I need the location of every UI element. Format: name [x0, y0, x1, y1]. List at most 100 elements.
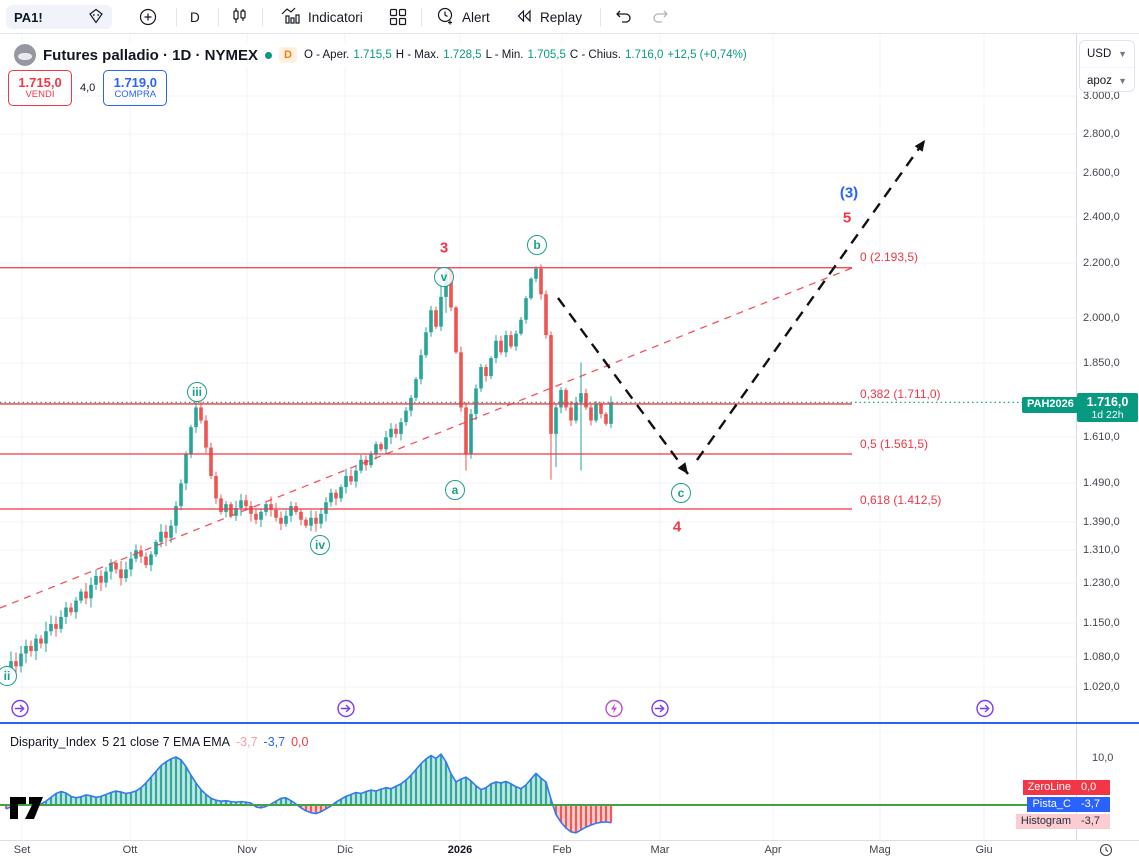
time-axis-label: Giu [975, 844, 993, 856]
price-axis-label: 1.850,0 [1083, 357, 1120, 369]
price-axis-label: 2.200,0 [1083, 257, 1120, 269]
price-axis-label: 1.230,0 [1083, 577, 1120, 589]
price-axis-label: 1.610,0 [1083, 431, 1120, 443]
chart-type-button[interactable] [231, 0, 249, 34]
indicator-value-zeroline: 0,0 [291, 735, 309, 749]
symbol-search-button[interactable]: PA1! [6, 5, 112, 29]
bar-countdown: 1d 22h [1091, 409, 1124, 422]
time-axis[interactable] [0, 840, 1139, 859]
wave-label-iii[interactable]: iii [187, 382, 207, 402]
wave-label-(3)[interactable]: (3) [839, 184, 859, 202]
diamond-icon [88, 8, 104, 27]
price-axis-label: 1.490,0 [1083, 477, 1120, 489]
wave-label-4[interactable]: 4 [672, 518, 682, 536]
candles-series [4, 264, 613, 677]
wave-label-b[interactable]: b [527, 235, 547, 255]
chevron-down-icon: ▼ [1118, 75, 1127, 86]
time-axis-label: Apr [764, 844, 782, 856]
fib-level-label[interactable]: 0,382 (1.711,0) [860, 387, 941, 401]
wave-label-ii[interactable]: ii [0, 666, 17, 686]
symbol-ticker: PA1! [14, 9, 43, 25]
wave-label-iv[interactable]: iv [310, 535, 330, 555]
candlestick-icon [231, 6, 249, 29]
price-axis[interactable] [1076, 34, 1139, 840]
fib-level-label[interactable]: 0,5 (1.561,5) [860, 437, 929, 451]
price-axis-label: 2.400,0 [1083, 211, 1120, 223]
symbol-info-row: Futures palladio · 1D · NYMEX D O - Aper… [8, 42, 753, 68]
price-axis-label: 1.020,0 [1083, 681, 1120, 693]
arrow-marker-icon[interactable] [976, 699, 995, 723]
tradingview-logo [8, 793, 48, 828]
wave-label-c[interactable]: c [671, 483, 691, 503]
unit-dropdown[interactable]: apoz ▼ [1080, 67, 1134, 93]
price-change: +12,5 (+0,74%) [667, 49, 747, 61]
indicator-name: Disparity_Index [10, 735, 97, 749]
alert-clock-icon [436, 6, 456, 29]
wave-label-5[interactable]: 5 [842, 209, 852, 227]
replay-label: Replay [540, 9, 583, 25]
layout-grid-button[interactable] [388, 0, 408, 34]
toolbar-separator [176, 8, 177, 26]
chevron-down-icon: ▼ [1118, 49, 1127, 59]
contract-label-badge: PAH2026 [1022, 397, 1079, 413]
buy-button[interactable]: 1.719,0 COMPRA [103, 70, 168, 106]
indicators-button[interactable]: Indicatori [280, 0, 363, 34]
last-price-badge: 1.716,0 1d 22h [1077, 393, 1138, 422]
sell-button[interactable]: 1.715,0 VENDI [8, 70, 72, 106]
time-axis-label: Set [13, 844, 31, 856]
wave-label-a[interactable]: a [445, 480, 465, 500]
toolbar-separator [600, 8, 601, 26]
wave-label-3[interactable]: 3 [439, 239, 449, 257]
timezone-clock-icon[interactable] [1099, 843, 1113, 859]
indicator-badge-zeroline: ZeroLine 0,0 [1022, 780, 1110, 795]
compare-add-button[interactable] [138, 0, 158, 34]
redo-button[interactable] [650, 0, 672, 34]
fib-level-label[interactable]: 0 (2.193,5) [860, 250, 919, 264]
trade-panel: 1.715,0 VENDI 4,0 1.719,0 COMPRA [8, 70, 168, 106]
interval-button[interactable]: D [190, 9, 200, 25]
price-axis-label: 3.000,0 [1083, 90, 1120, 102]
top-toolbar: PA1! D [0, 0, 1139, 34]
price-axis-label: 2.600,0 [1083, 167, 1120, 179]
symbol-title[interactable]: Futures palladio · 1D · NYMEX [43, 46, 259, 64]
arrow-marker-icon[interactable] [651, 699, 670, 723]
alert-label: Alert [462, 9, 490, 25]
ohlc-values: O - Aper. 1.715,5 H - Max. 1.728,5 L - Min… [303, 49, 747, 61]
indicator-title-row[interactable]: Disparity_Index 5 21 close 7 EMA EMA -3,… [10, 735, 309, 749]
price-axis-label: 2.800,0 [1083, 128, 1120, 140]
arrow-marker-icon[interactable] [11, 699, 30, 723]
indicator-axis-tick: 10,0 [1092, 752, 1114, 764]
pane-divider[interactable] [0, 722, 1139, 724]
market-status-icon [265, 51, 273, 59]
toolbar-separator [421, 8, 422, 26]
toolbar-separator [218, 8, 219, 26]
axis-settings-box: USD ▼ apoz ▼ [1079, 40, 1135, 92]
time-axis-label: Feb [552, 844, 572, 856]
price-axis-label: 1.390,0 [1083, 516, 1120, 528]
price-axis-label: 1.310,0 [1083, 544, 1120, 556]
lightning-marker-icon[interactable] [605, 699, 624, 723]
replay-button[interactable]: Replay [514, 0, 582, 34]
indicator-value-histogram: -3,7 [236, 735, 258, 749]
indicator-badge-pista_c: Pista_C -3,7 [1027, 797, 1110, 812]
indicators-icon [280, 6, 302, 29]
price-axis-label: 2.000,0 [1083, 312, 1120, 324]
fib-level-label[interactable]: 0,618 (1.412,5) [860, 493, 942, 507]
indicators-label: Indicatori [308, 9, 363, 25]
spread-value: 4,0 [80, 82, 96, 94]
time-axis-label: Dic [337, 844, 353, 856]
arrow-marker-icon[interactable] [337, 699, 356, 723]
time-axis-label: Ott [122, 844, 138, 856]
time-axis-label: Nov [237, 844, 257, 856]
price-axis-label: 1.150,0 [1083, 617, 1120, 629]
undo-button[interactable] [612, 0, 634, 34]
alert-button[interactable]: Alert [436, 0, 490, 34]
wave-label-v[interactable]: v [434, 267, 454, 287]
indicator-badge-histogram: Histogram -3,7 [1015, 814, 1110, 829]
currency-dropdown[interactable]: USD ▼ [1087, 48, 1127, 60]
interval-badge[interactable]: D [279, 47, 297, 63]
indicator-value-pista: -3,7 [263, 735, 286, 749]
price-axis-label: 1.080,0 [1083, 651, 1120, 663]
